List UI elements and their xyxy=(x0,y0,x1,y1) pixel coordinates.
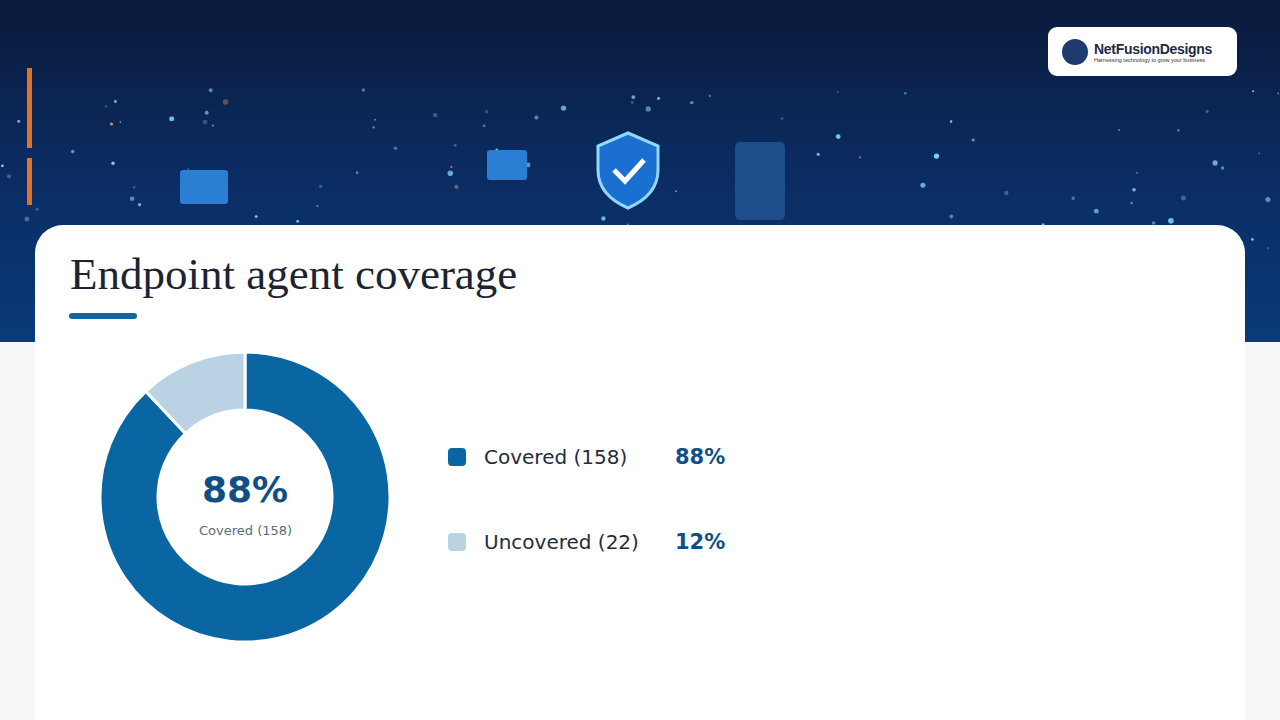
html-text:Covered (158): Covered (158) xyxy=(484,445,628,469)
svg-text:Covered (158): Covered (158) xyxy=(199,523,292,538)
html-text:12%: 12% xyxy=(675,530,726,554)
html-text:88%: 88% xyxy=(675,445,726,469)
html-text:Endpoint agent coverage: Endpoint agent coverage xyxy=(70,249,518,299)
html-text:Harnessing technology to grow: Harnessing technology to grow your busin… xyxy=(1094,56,1205,63)
svg-text:88%: 88% xyxy=(202,469,288,510)
html-text:NetFusionDesigns: NetFusionDesigns xyxy=(1094,40,1213,57)
html-text:Uncovered (22): Uncovered (22) xyxy=(484,530,639,554)
